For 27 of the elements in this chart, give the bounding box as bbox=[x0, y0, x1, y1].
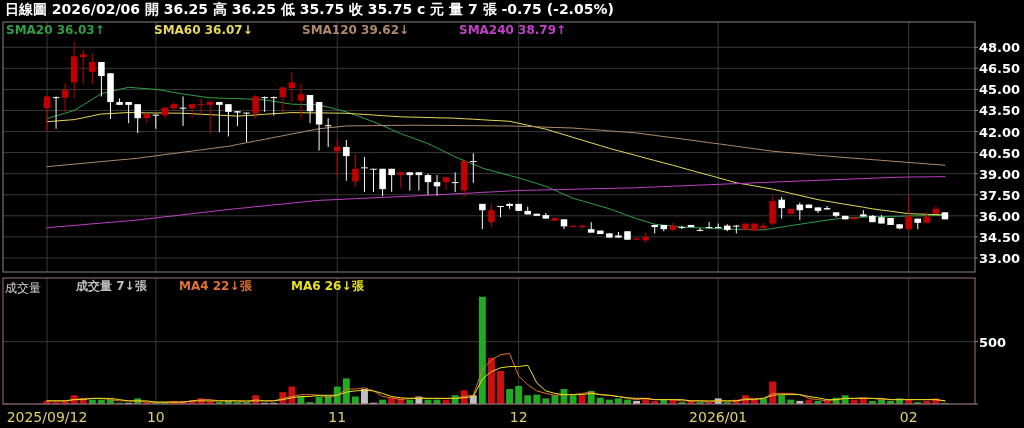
y-tick-label: 500 bbox=[979, 334, 1007, 350]
text: MA6 26↓張 bbox=[291, 279, 365, 293]
x-tick-label: 11 bbox=[328, 409, 347, 425]
y-tick-label: 33.00 bbox=[979, 250, 1021, 266]
text: 成交量 7↓張 bbox=[75, 279, 148, 293]
text: SMA120 39.62↓ bbox=[302, 23, 410, 37]
y-tick-label: 36.00 bbox=[979, 208, 1021, 224]
x-tick-label: 12 bbox=[509, 409, 528, 425]
x-tick-label: 02 bbox=[899, 409, 918, 425]
x-tick-label: 2025/09/12 bbox=[6, 409, 88, 425]
y-tick-label: 34.50 bbox=[979, 229, 1021, 245]
text: SMA60 36.07↓ bbox=[154, 23, 253, 37]
y-tick-label: 42.00 bbox=[979, 124, 1021, 140]
y-tick-label: 46.50 bbox=[979, 61, 1021, 77]
y-tick-label: 39.00 bbox=[979, 166, 1021, 182]
text: SMA20 36.03↑ bbox=[6, 23, 105, 37]
chart-title: 成交量 bbox=[5, 281, 41, 295]
x-tick-label: 2026/01 bbox=[689, 409, 748, 425]
y-tick-label: 45.00 bbox=[979, 82, 1021, 98]
text: SMA240 38.79↑ bbox=[459, 23, 567, 37]
x-tick-label: 10 bbox=[146, 409, 165, 425]
chart-title: 日線圖 2026/02/06 開 36.25 高 36.25 低 35.75 收 35.75 c 元 量 7 張 -0.75 (-2.05%) bbox=[5, 1, 614, 17]
y-tick-label: 48.00 bbox=[979, 40, 1021, 56]
y-tick-label: 37.50 bbox=[979, 187, 1021, 203]
text: MA4 22↓張 bbox=[179, 279, 253, 293]
y-tick-label: 43.50 bbox=[979, 103, 1021, 119]
y-tick-label: 40.50 bbox=[979, 145, 1021, 161]
